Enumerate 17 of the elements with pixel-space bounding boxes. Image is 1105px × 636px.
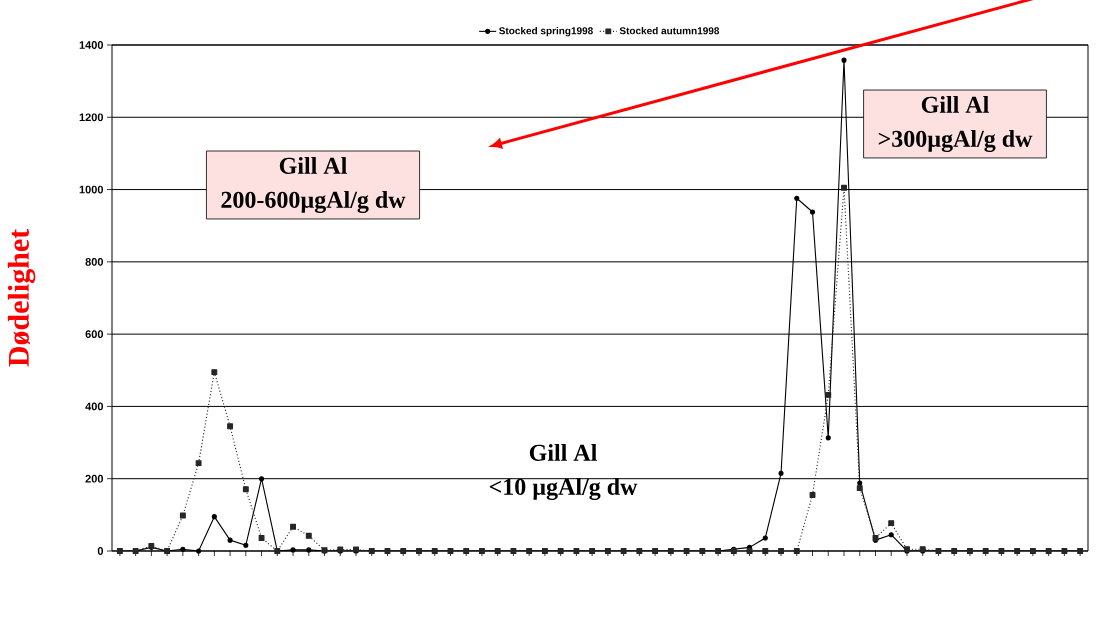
y-tick-label: 1200 xyxy=(79,113,104,122)
annotation: Gill Al xyxy=(529,444,597,461)
annotation: <10 µgAl/g dw xyxy=(489,478,638,500)
annotation: 200-600µgAl/g dw xyxy=(221,191,406,213)
legend-label: Stocked autumn1998 xyxy=(619,26,720,35)
annotation: Gill Al xyxy=(279,157,347,174)
y-tick-label: 1000 xyxy=(79,185,104,194)
y-tick-label: 400 xyxy=(85,402,104,411)
annotation: Gill Al xyxy=(921,96,989,113)
legend-label: Stocked spring1998 xyxy=(499,26,593,37)
y-tick-label: 1400 xyxy=(79,41,104,49)
y-tick-label: 200 xyxy=(85,474,104,483)
y-tick-label: 800 xyxy=(85,257,104,266)
y-axis-title: Dødelighet xyxy=(7,228,36,367)
y-tick-label: 600 xyxy=(85,330,104,339)
annotation: >300µgAl/g dw xyxy=(878,130,1033,152)
y-tick-label: 0 xyxy=(97,547,104,555)
